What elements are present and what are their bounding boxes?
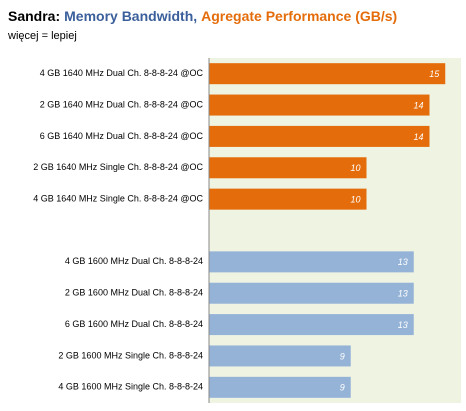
bar	[209, 345, 351, 367]
bar	[209, 188, 367, 210]
value-label: 13	[398, 289, 408, 299]
y-tick-label: 4 GB 1640 MHz Dual Ch. 8-8-8-24 @OC	[40, 68, 204, 78]
value-label: 10	[350, 163, 360, 173]
y-tick-label: 4 GB 1640 MHz Single Ch. 8-8-8-24 @OC	[33, 194, 203, 204]
chart-title: Sandra: Memory Bandwidth, Agregate Perform…	[8, 8, 397, 24]
bar	[209, 125, 430, 147]
bar	[209, 314, 414, 336]
title-part: Agregate Performance (GB/s)	[201, 8, 397, 24]
y-tick-label: 2 GB 1640 MHz Dual Ch. 8-8-8-24 @OC	[40, 99, 204, 109]
y-tick-label: 6 GB 1640 MHz Dual Ch. 8-8-8-24 @OC	[40, 131, 204, 141]
value-label: 13	[398, 320, 408, 330]
y-tick-label: 4 GB 1600 MHz Single Ch. 8-8-8-24	[58, 382, 203, 392]
value-label: 10	[350, 195, 360, 205]
bar	[209, 282, 414, 304]
bar	[209, 157, 367, 179]
y-tick-label: 4 GB 1600 MHz Dual Ch. 8-8-8-24	[65, 256, 203, 266]
value-label: 14	[413, 100, 423, 110]
y-tick-label: 2 GB 1600 MHz Single Ch. 8-8-8-24	[58, 350, 203, 360]
bar	[209, 376, 351, 398]
value-label: 9	[340, 383, 345, 393]
value-label: 15	[429, 69, 440, 79]
bar	[209, 94, 430, 116]
title-part: Sandra:	[8, 8, 60, 24]
value-label: 14	[413, 132, 423, 142]
y-tick-label: 6 GB 1600 MHz Dual Ch. 8-8-8-24	[65, 319, 203, 329]
title-part: Memory Bandwidth,	[64, 8, 197, 24]
y-tick-label: 2 GB 1640 MHz Single Ch. 8-8-8-24 @OC	[33, 162, 203, 172]
bar	[209, 251, 414, 273]
y-tick-label: 2 GB 1600 MHz Dual Ch. 8-8-8-24	[65, 288, 203, 298]
value-label: 9	[340, 351, 345, 361]
bar	[209, 63, 446, 85]
value-label: 13	[398, 257, 408, 267]
subtitle: więcej = lepiej	[7, 30, 77, 42]
